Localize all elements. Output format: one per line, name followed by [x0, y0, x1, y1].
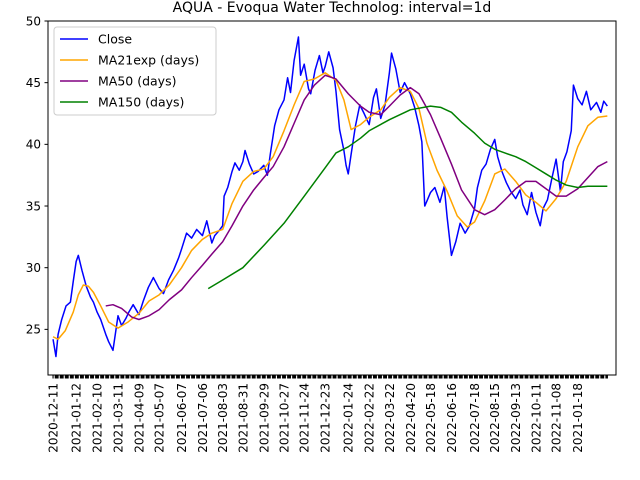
- legend-label-ma150: MA150 (days): [98, 95, 184, 110]
- x-tick-label: 2021-08-31: [236, 383, 250, 453]
- x-tick-label: 2022-04-20: [404, 383, 418, 453]
- series-line-3: [207, 105, 608, 290]
- legend: Close MA21exp (days) MA50 (days) MA150 (…: [53, 26, 217, 116]
- x-tick-label: 2022-08-15: [488, 383, 502, 453]
- legend-box: [53, 26, 217, 116]
- x-axis: 2020-12-11 2021-01-12 2021-02-10 2021-03-11…: [47, 375, 608, 453]
- x-tick-label: 2022-09-13: [509, 383, 523, 453]
- legend-label-close: Close: [98, 32, 132, 47]
- x-tick-label: 2021-11-24: [298, 383, 312, 453]
- y-tick-label: 40: [26, 138, 41, 152]
- series-line-1: [52, 72, 608, 340]
- x-tick-label: 2021-01-18: [571, 383, 585, 453]
- x-tick-label: 2021-09-29: [257, 383, 271, 453]
- x-tick-label: 2022-11-08: [550, 383, 564, 453]
- x-tick-label: 2022-10-11: [529, 383, 543, 453]
- x-tick-label: 2022-07-18: [468, 383, 482, 453]
- series-line-2: [105, 74, 608, 321]
- x-tick-label: 2022-03-22: [383, 383, 397, 453]
- x-tick-label: 2021-12-23: [319, 383, 333, 453]
- legend-label-ma50: MA50 (days): [98, 74, 176, 89]
- y-tick-label: 50: [26, 14, 41, 28]
- series-group: [52, 36, 608, 358]
- y-tick-label: 45: [26, 76, 41, 90]
- x-tick-label: 2021-04-09: [132, 383, 146, 453]
- x-tick-label: 2021-07-06: [196, 383, 210, 453]
- x-tick-label: 2022-06-16: [445, 383, 459, 453]
- series-line-0: [52, 36, 608, 358]
- chart-title: AQUA - Evoqua Water Technolog: interval=…: [173, 0, 492, 16]
- x-tick-label: 2021-10-27: [278, 383, 292, 453]
- y-axis: 25 30 35 40 45 50: [26, 14, 48, 337]
- x-tick-label: 2020-12-11: [47, 383, 61, 453]
- x-tick-label: 2021-01-12: [70, 383, 84, 453]
- x-tick-label: 2021-02-10: [91, 383, 105, 453]
- x-tick-label: 2022-02-22: [363, 383, 377, 453]
- x-minor-ticks: [52, 375, 608, 379]
- y-tick-label: 30: [26, 261, 41, 275]
- x-tick-label: 2021-05-07: [153, 383, 167, 453]
- x-tick-label: 2021-06-07: [175, 383, 189, 453]
- x-tick-label: 2021-08-03: [216, 383, 230, 453]
- x-tick-label: 2022-05-18: [424, 383, 438, 453]
- x-tick-label: 2022-01-24: [342, 383, 356, 453]
- y-tick-label: 25: [26, 323, 41, 337]
- legend-label-ma21exp: MA21exp (days): [98, 53, 199, 68]
- y-tick-label: 35: [26, 199, 41, 213]
- x-tick-label: 2021-03-11: [112, 383, 126, 453]
